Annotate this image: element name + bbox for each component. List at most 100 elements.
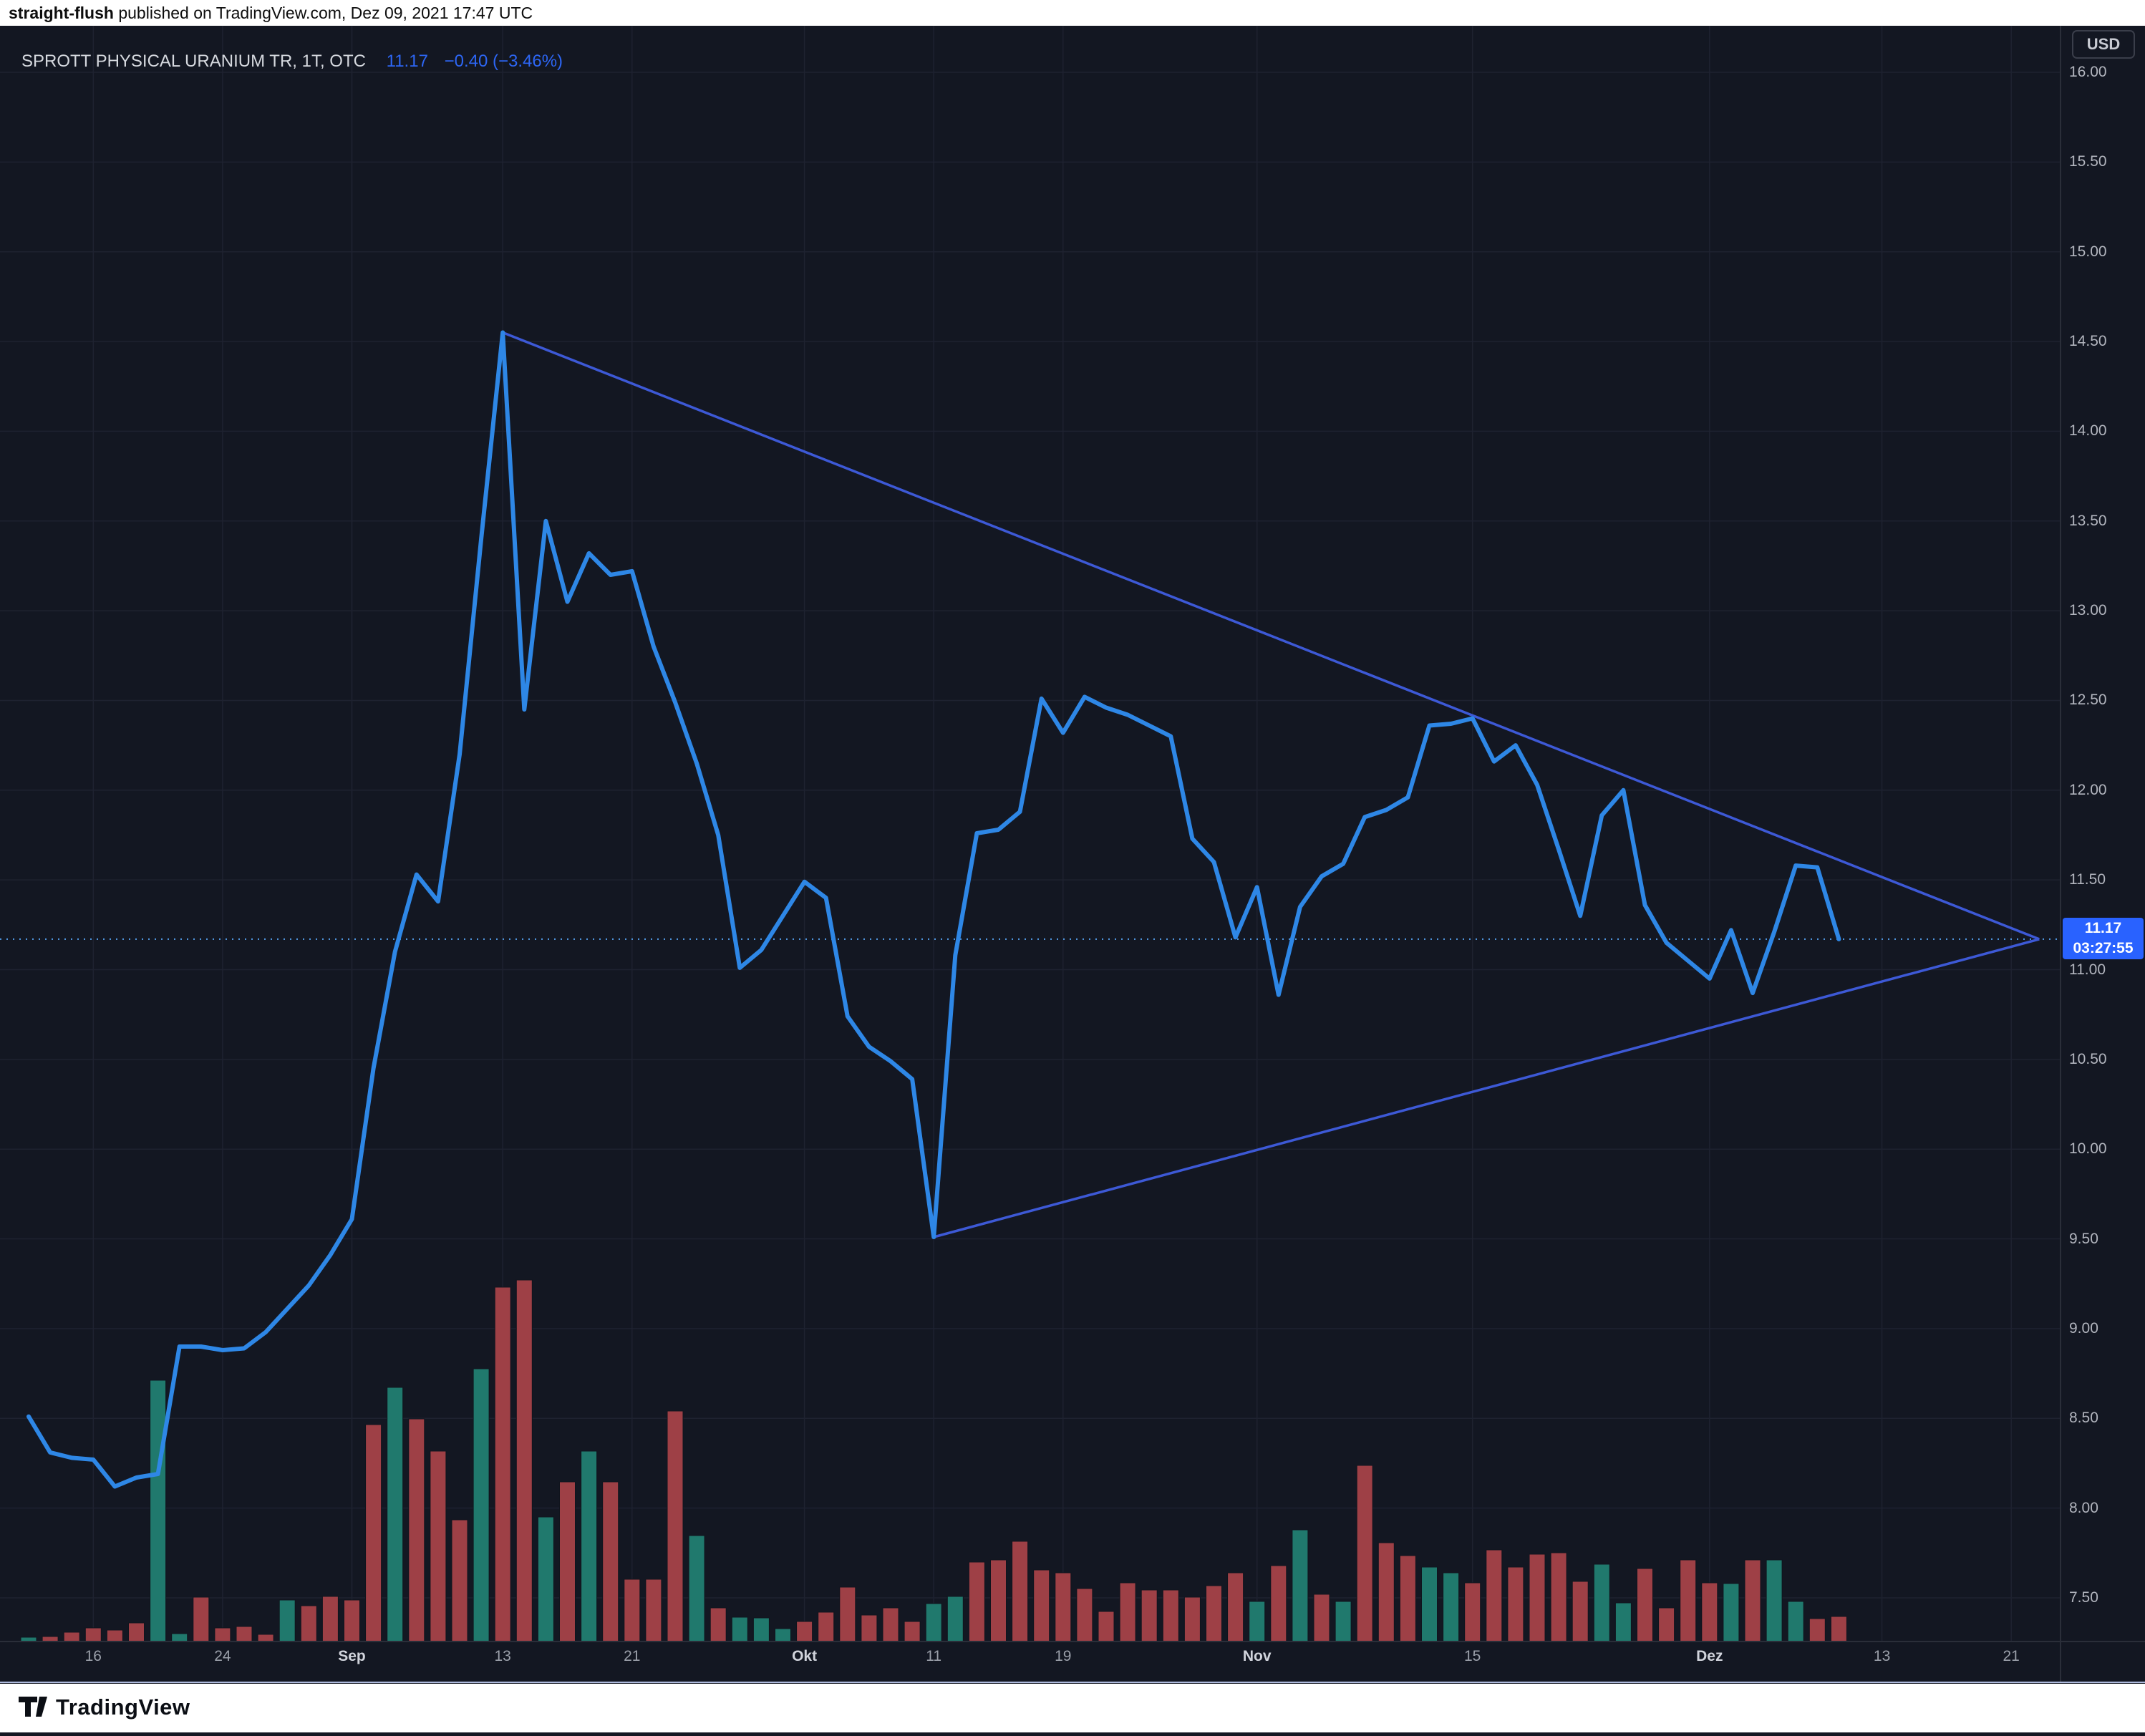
volume-bar: [515, 1279, 533, 1642]
volume-bar: [1766, 1559, 1783, 1642]
volume-bar: [1614, 1602, 1632, 1642]
volume-bar: [1098, 1611, 1115, 1642]
volume-bar: [1206, 1585, 1222, 1642]
price-tick-label: 10.50: [2069, 1050, 2107, 1067]
volume-bar: [1141, 1589, 1158, 1642]
volume-bar: [236, 1626, 253, 1642]
price-tick-label: 15.00: [2069, 243, 2107, 260]
volume-bar: [1055, 1572, 1072, 1642]
time-tick-label: Dez: [1696, 1648, 1723, 1664]
volume-bar: [1744, 1559, 1761, 1642]
volume-bar: [214, 1627, 231, 1642]
tradingview-wordmark[interactable]: TradingView: [56, 1694, 190, 1720]
price-tick-label: 14.00: [2069, 422, 2107, 440]
volume-bar: [1787, 1601, 1804, 1642]
time-tick-label: 16: [84, 1648, 102, 1664]
volume-bar: [1356, 1465, 1373, 1642]
volume-bar: [968, 1561, 985, 1642]
attribution-text: published on TradingView.com, Dez 09, 20…: [113, 4, 533, 22]
volume-bar: [839, 1586, 856, 1642]
volume-bar: [710, 1607, 727, 1642]
trendline-descending-resistance: [502, 331, 2040, 941]
volume-bar: [1335, 1601, 1352, 1642]
volume-bar: [1464, 1582, 1481, 1642]
volume-bar: [731, 1616, 748, 1642]
volume-bar: [1119, 1582, 1136, 1642]
volume-bar: [84, 1627, 102, 1642]
symbol-title[interactable]: SPROTT PHYSICAL URANIUM TR, 1T, OTC: [21, 52, 366, 71]
volume-bar: [451, 1519, 468, 1642]
volume-bar: [882, 1607, 899, 1642]
price-tick-label: 13.00: [2069, 602, 2107, 619]
chart-legend[interactable]: SPROTT PHYSICAL URANIUM TR, 1T, OTC 11.1…: [21, 52, 563, 72]
time-tick-label: Okt: [792, 1648, 818, 1664]
volume-bar: [473, 1368, 490, 1642]
volume-bar: [602, 1481, 619, 1642]
time-tick-label: Nov: [1242, 1648, 1272, 1664]
volume-bar: [559, 1481, 576, 1642]
session-countdown: 03:27:55: [2073, 939, 2134, 956]
volume-bar: [1377, 1542, 1395, 1642]
volume-bar: [1572, 1581, 1589, 1642]
volume-bar: [63, 1631, 80, 1642]
time-tick-label: 24: [214, 1648, 231, 1664]
volume-bar: [796, 1621, 813, 1642]
volume-bar: [430, 1450, 447, 1642]
volume-bar: [861, 1614, 878, 1642]
time-tick-label: 21: [624, 1648, 641, 1664]
volume-bar: [1830, 1616, 1847, 1642]
volume-bar: [1486, 1549, 1503, 1642]
volume-bar: [387, 1387, 404, 1642]
attribution-author: straight-flush: [9, 4, 114, 22]
volume-bar: [752, 1617, 770, 1642]
volume-bar: [1270, 1565, 1287, 1642]
volume-bar: [1723, 1583, 1740, 1642]
volume-bar: [1292, 1529, 1309, 1642]
volume-bar: [1012, 1541, 1029, 1642]
tradingview-logo-icon[interactable]: [19, 1692, 50, 1721]
volume-bar: [408, 1418, 425, 1642]
last-price-value: 11.17: [386, 52, 428, 71]
volume-bar: [667, 1410, 684, 1642]
volume-bar: [818, 1611, 835, 1642]
volume-bar: [624, 1579, 641, 1642]
volume-bar: [1550, 1552, 1567, 1642]
volume-bar: [1076, 1588, 1093, 1642]
volume-bar: [1399, 1555, 1416, 1642]
price-tick-label: 12.00: [2069, 781, 2107, 798]
volume-bar: [1529, 1553, 1546, 1642]
price-tick-label: 14.50: [2069, 333, 2107, 350]
price-tick-label: 7.50: [2069, 1589, 2098, 1606]
volume-bar: [1658, 1607, 1675, 1642]
volume-bar: [106, 1629, 123, 1642]
volume-bar: [1183, 1596, 1201, 1642]
volume-bar: [688, 1535, 705, 1642]
currency-badge[interactable]: USD: [2072, 30, 2135, 59]
volume-bar: [1313, 1594, 1330, 1642]
volume-bar: [775, 1628, 791, 1642]
current-price-label: 11.17 03:27:55: [2063, 917, 2144, 959]
price-tick-label: 9.50: [2069, 1230, 2098, 1247]
price-tick-label: 10.00: [2069, 1140, 2107, 1158]
price-tick-label: 11.00: [2069, 961, 2106, 978]
price-tick-label: 8.50: [2069, 1410, 2098, 1427]
volume-bar: [904, 1621, 921, 1642]
volume-bar: [581, 1450, 598, 1642]
volume-bar: [193, 1596, 210, 1642]
time-tick-label: 15: [1464, 1648, 1481, 1664]
price-tick-label: 9.00: [2069, 1319, 2098, 1337]
volume-bar: [1507, 1566, 1524, 1642]
price-change: −0.40 (−3.46%): [444, 52, 563, 71]
volume-bar: [946, 1596, 964, 1642]
volume-bar: [257, 1634, 274, 1642]
price-tick-label: 11.50: [2069, 871, 2106, 888]
volume-bar: [1701, 1582, 1718, 1642]
price-tick-label: 15.50: [2069, 153, 2107, 170]
time-tick-label: 21: [2003, 1648, 2020, 1664]
current-price-value: 11.17: [2084, 919, 2122, 936]
volume-bar: [1162, 1589, 1179, 1642]
price-tick-label: 13.50: [2069, 512, 2107, 529]
trendline-ascending-support: [933, 938, 2040, 1238]
footer-bar: TradingView: [0, 1684, 2145, 1732]
